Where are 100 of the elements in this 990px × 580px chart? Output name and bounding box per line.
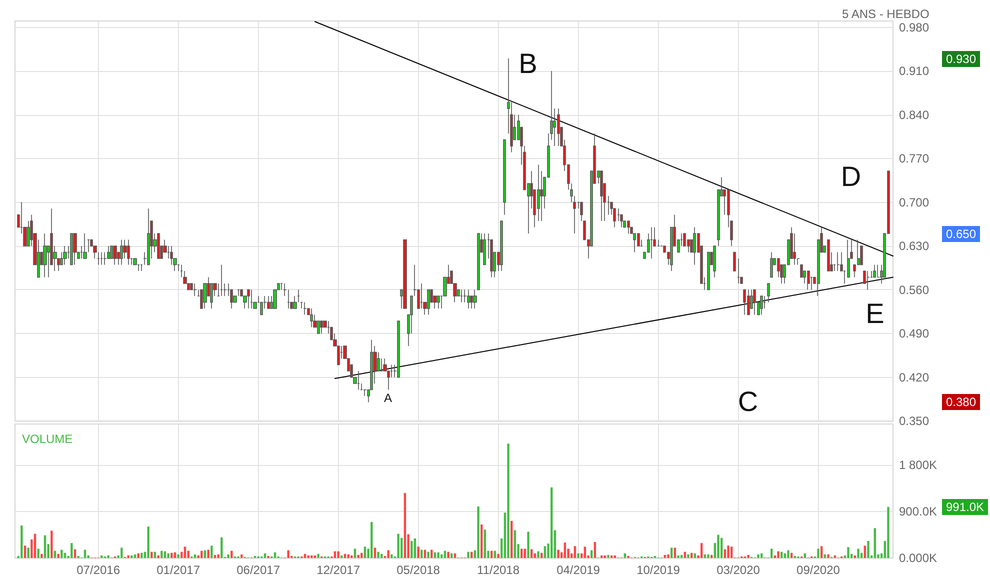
bar xyxy=(520,548,523,558)
candlestick xyxy=(827,239,830,272)
candlestick xyxy=(127,239,130,266)
candlestick xyxy=(693,226,696,266)
annotation: E xyxy=(866,298,884,329)
candlestick xyxy=(600,170,603,222)
candlestick xyxy=(250,289,253,309)
y-tick-label: 0.630 xyxy=(899,239,930,253)
bar xyxy=(397,534,400,558)
x-tick-label: 06/2017 xyxy=(236,563,280,577)
candlestick xyxy=(503,139,506,216)
y-tick-label: 1 800K xyxy=(899,458,938,472)
candlestick xyxy=(100,252,103,266)
bar xyxy=(140,552,143,558)
y-tick-label: 0.000K xyxy=(899,551,938,565)
bar xyxy=(447,552,450,558)
bar xyxy=(757,554,760,558)
candlestick xyxy=(807,270,810,290)
bar xyxy=(674,548,676,558)
bar xyxy=(887,506,890,558)
bar xyxy=(20,526,23,558)
bar xyxy=(607,554,610,558)
candlestick xyxy=(120,239,123,266)
y-tick-label: 0.980 xyxy=(899,20,930,34)
bar xyxy=(730,546,733,558)
bar xyxy=(147,526,150,558)
x-tick-label: 03/2020 xyxy=(716,563,760,577)
candlestick xyxy=(357,370,360,390)
bar xyxy=(827,554,830,558)
bar xyxy=(137,553,140,558)
bar xyxy=(477,506,480,558)
candlestick xyxy=(477,233,480,290)
bar xyxy=(467,552,470,558)
bar xyxy=(130,555,133,558)
x-tick-label: 05/2018 xyxy=(396,563,440,577)
bar xyxy=(864,546,866,558)
bar xyxy=(524,548,526,558)
bar xyxy=(670,548,673,558)
bar xyxy=(720,538,723,558)
bar xyxy=(347,554,350,558)
candlestick xyxy=(193,283,197,296)
x-tick-label: 11/2018 xyxy=(477,563,520,577)
bar xyxy=(417,546,420,558)
bar xyxy=(34,534,36,558)
bar xyxy=(157,555,160,558)
bar xyxy=(564,542,566,558)
y-tick-label: 0.420 xyxy=(899,370,930,384)
y-tick-label: 0.840 xyxy=(899,108,930,122)
candlestick xyxy=(500,220,503,272)
bar xyxy=(707,554,710,558)
candlestick xyxy=(220,264,223,296)
candlestick xyxy=(737,258,740,284)
candlestick xyxy=(310,308,313,328)
bar xyxy=(27,548,30,558)
bar xyxy=(364,546,366,558)
candlestick xyxy=(753,289,756,316)
y-tick-label: 0.490 xyxy=(899,326,930,340)
bar xyxy=(507,444,510,558)
x-tick-label: 12/2017 xyxy=(316,563,360,577)
text: 0.930 xyxy=(942,50,980,66)
bar xyxy=(404,493,406,558)
x-tick-label: 09/2020 xyxy=(796,563,840,577)
bar xyxy=(787,550,790,558)
bar xyxy=(514,530,516,558)
candlestick xyxy=(283,283,287,296)
bar xyxy=(537,551,540,558)
bar xyxy=(574,546,576,558)
candlestick xyxy=(460,289,463,303)
y-tick-label: 0.910 xyxy=(899,64,930,78)
text: 991.0K xyxy=(942,498,988,515)
candlestick xyxy=(733,252,736,272)
bar xyxy=(817,548,820,558)
y-tick-label: 0.560 xyxy=(899,282,930,297)
bar xyxy=(307,555,310,558)
bar xyxy=(60,550,63,558)
bar xyxy=(187,550,190,558)
bar xyxy=(317,554,320,558)
y-tick-label: 900.0K xyxy=(899,504,938,519)
candlestick xyxy=(403,239,407,309)
bar xyxy=(480,524,483,558)
candlestick xyxy=(73,233,77,266)
candlestick xyxy=(767,283,770,303)
bar xyxy=(50,530,53,558)
bar xyxy=(184,546,186,558)
bar xyxy=(374,548,376,558)
bar xyxy=(197,555,200,558)
candlestick xyxy=(760,296,763,316)
candlestick xyxy=(873,264,876,278)
candlestick xyxy=(247,289,250,309)
bar xyxy=(847,547,850,558)
bar xyxy=(400,538,403,558)
bar xyxy=(857,548,860,558)
bar xyxy=(24,546,26,558)
bar xyxy=(337,551,340,558)
bar xyxy=(387,550,390,558)
bar xyxy=(57,554,60,558)
candlestick xyxy=(837,252,840,272)
candlestick xyxy=(427,289,430,316)
text: VOLUME xyxy=(22,432,73,446)
bar xyxy=(107,555,110,558)
